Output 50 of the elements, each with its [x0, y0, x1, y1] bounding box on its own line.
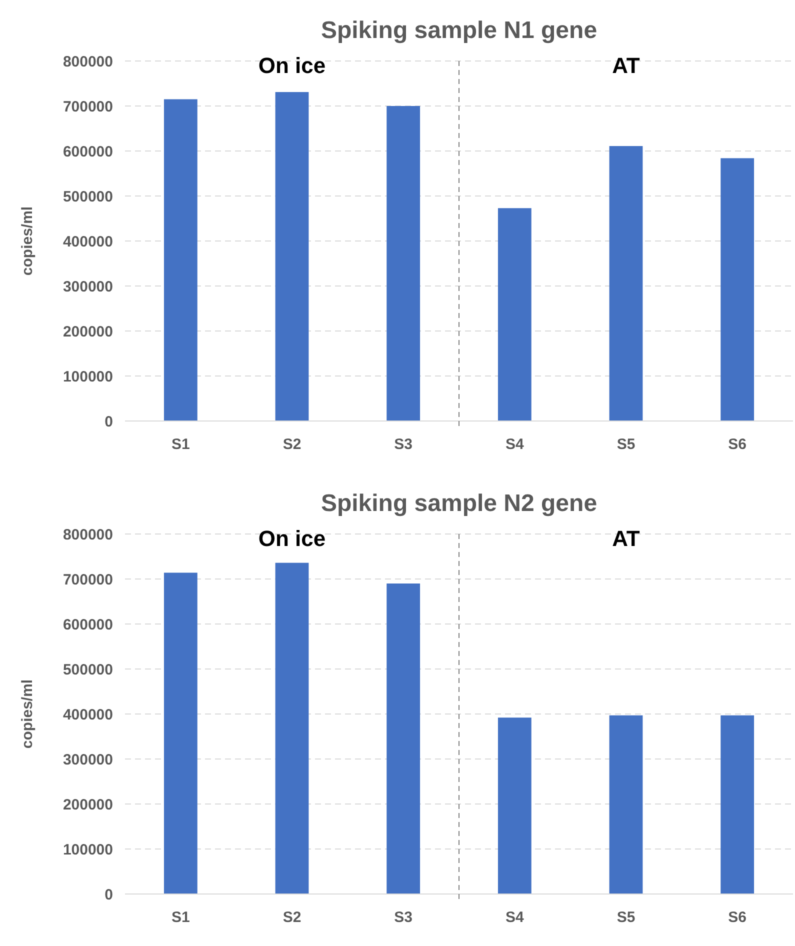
- x-tick-label: S1: [171, 436, 190, 453]
- bar: [720, 715, 754, 894]
- y-tick-label: 200000: [62, 323, 113, 340]
- chart-title: Spiking sample N1 gene: [320, 17, 598, 44]
- y-tick-label: 400000: [62, 233, 113, 250]
- y-tick-label: 400000: [62, 706, 113, 724]
- y-axis-title: copies/ml: [19, 679, 36, 749]
- bar: [275, 92, 309, 421]
- y-tick-label: 300000: [62, 278, 113, 296]
- y-tick-label: 300000: [62, 751, 113, 768]
- bar: [609, 146, 643, 421]
- y-tick-label: 100000: [62, 841, 113, 858]
- y-tick-label: 700000: [62, 98, 113, 116]
- bar: [164, 572, 198, 894]
- y-tick-label: 100000: [62, 368, 113, 386]
- chart-title: Spiking sample N2 gene: [320, 490, 598, 517]
- y-tick-label: 500000: [62, 188, 113, 206]
- annotation: On ice: [258, 53, 326, 78]
- bar: [609, 715, 643, 894]
- bar: [386, 106, 420, 421]
- x-tick-label: S4: [505, 436, 524, 453]
- y-tick-label: 800000: [62, 526, 113, 544]
- x-tick-label: S3: [394, 436, 413, 453]
- x-tick-label: S4: [505, 909, 524, 926]
- bar: [164, 99, 198, 421]
- y-tick-label: 600000: [62, 143, 113, 160]
- y-tick-label: 700000: [62, 571, 113, 588]
- bar: [386, 584, 420, 894]
- annotation: AT: [612, 526, 640, 551]
- bar: [275, 562, 309, 894]
- y-tick-label: 200000: [62, 796, 113, 814]
- x-tick-label: S6: [728, 436, 747, 453]
- y-tick-label: 500000: [62, 661, 113, 678]
- x-tick-label: S3: [394, 909, 413, 926]
- y-axis-title: copies/ml: [19, 206, 36, 276]
- y-tick-label: 600000: [62, 616, 113, 634]
- y-tick-label: 0: [104, 886, 113, 904]
- annotation: On ice: [258, 526, 326, 551]
- x-tick-label: S2: [282, 436, 302, 453]
- x-tick-label: S2: [282, 909, 302, 926]
- bar: [498, 208, 532, 421]
- bar: [720, 158, 754, 421]
- x-tick-label: S5: [616, 909, 636, 926]
- y-tick-label: 800000: [62, 53, 113, 70]
- y-tick-label: 0: [104, 413, 113, 430]
- x-tick-label: S5: [616, 436, 636, 453]
- x-tick-label: S6: [728, 909, 747, 926]
- annotation: AT: [612, 53, 640, 78]
- bar: [498, 718, 532, 894]
- x-tick-label: S1: [171, 909, 190, 926]
